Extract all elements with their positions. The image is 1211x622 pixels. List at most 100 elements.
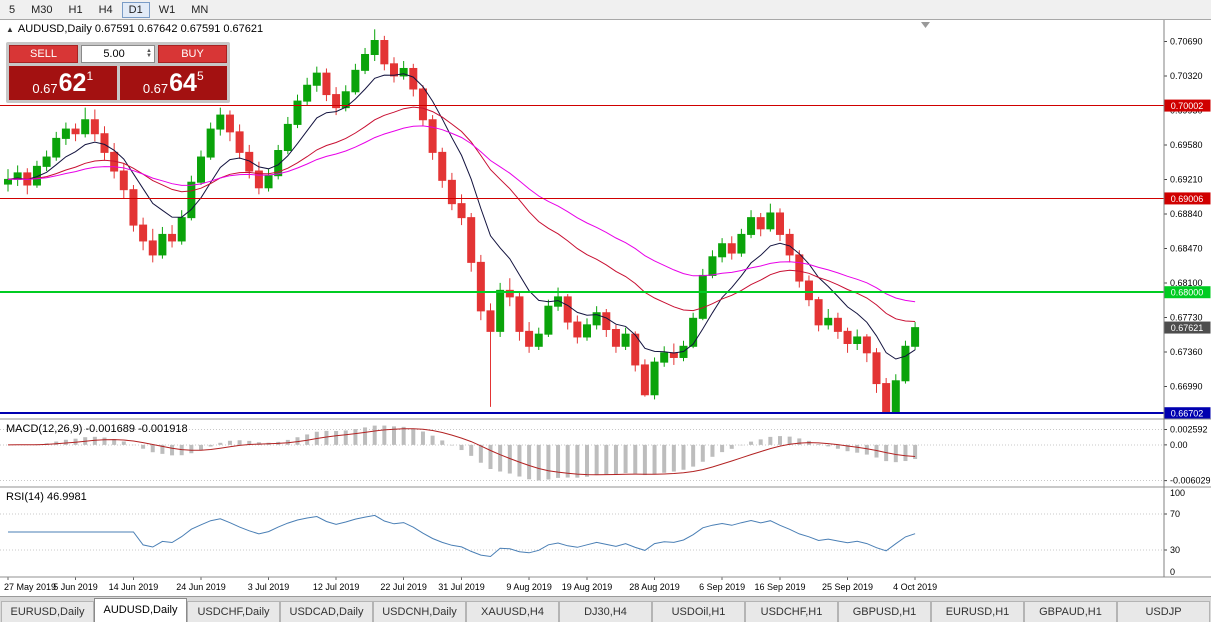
volume-spinner[interactable]: ▲ ▼	[146, 48, 154, 59]
svg-text:0: 0	[1170, 567, 1175, 577]
svg-text:0.67621: 0.67621	[1171, 323, 1204, 333]
candle-down	[71, 123, 80, 142]
svg-text:0.70690: 0.70690	[1170, 36, 1203, 46]
candle-up	[312, 66, 321, 92]
candle-down	[457, 194, 466, 226]
svg-text:19 Aug 2019: 19 Aug 2019	[562, 582, 613, 592]
chart-shift-marker[interactable]	[921, 22, 930, 28]
svg-text:-0.006029: -0.006029	[1170, 476, 1211, 486]
chart-tab-audusd-daily[interactable]: AUDUSD,Daily	[94, 598, 187, 622]
candle-down	[872, 348, 881, 393]
timeframe-button-h1[interactable]: H1	[62, 2, 90, 18]
candle-up	[81, 107, 90, 138]
chart-tab-usdchf-h1[interactable]: USDCHF,H1	[745, 601, 838, 622]
candle-down	[756, 212, 765, 237]
svg-text:0.69210: 0.69210	[1170, 174, 1203, 184]
candle-up	[911, 322, 920, 351]
svg-text:0.68000: 0.68000	[1171, 288, 1204, 298]
svg-text:9 Aug 2019: 9 Aug 2019	[506, 582, 552, 592]
chart-tab-dj30-h4[interactable]: DJ30,H4	[559, 601, 652, 622]
level-lines	[0, 105, 1164, 415]
timeframe-button-h4[interactable]: H4	[92, 2, 120, 18]
candle-up	[303, 77, 312, 106]
candle-down	[139, 217, 148, 251]
chart-tab-eurusd-daily[interactable]: EURUSD,Daily	[1, 601, 94, 622]
svg-text:12 Jul 2019: 12 Jul 2019	[313, 582, 360, 592]
candle-up	[42, 150, 51, 172]
spinner-up-icon[interactable]: ▲	[146, 48, 152, 54]
candle-down	[843, 327, 852, 353]
moving-average-lines	[7, 73, 916, 360]
buy-button[interactable]: BUY	[158, 45, 227, 63]
macd-signal-line	[7, 428, 916, 476]
sell-price-display[interactable]: 0.67 62 1	[9, 66, 117, 100]
candle-up	[708, 250, 717, 279]
timeframe-toolbar: 5 M30 H1 H4 D1 W1 MN	[0, 0, 1211, 20]
svg-text:0.67360: 0.67360	[1170, 347, 1203, 357]
candle-up	[544, 299, 553, 337]
timeframe-button-mn[interactable]: MN	[184, 2, 215, 18]
ma-line-24	[7, 106, 916, 322]
chart-tab-usdchf-daily[interactable]: USDCHF,Daily	[187, 601, 280, 622]
candle-up	[853, 329, 862, 351]
volume-value: 5.00	[103, 48, 125, 60]
chart-tab-gbpaud-h1[interactable]: GBPAUD,H1	[1024, 601, 1117, 622]
sell-button[interactable]: SELL	[9, 45, 78, 63]
current-price-badge: 0.67621	[1164, 321, 1211, 334]
candle-down	[148, 228, 157, 263]
chart-tab-usdcnh-daily[interactable]: USDCNH,Daily	[373, 601, 466, 622]
candle-down	[640, 359, 649, 397]
svg-text:3 Jul 2019: 3 Jul 2019	[248, 582, 290, 592]
candle-up	[293, 94, 302, 129]
candle-up	[61, 122, 70, 145]
volume-input[interactable]: 5.00 ▲ ▼	[81, 45, 155, 63]
chart-tab-usdoil-h1[interactable]: USDOil,H1	[652, 601, 745, 622]
candle-down	[428, 115, 437, 160]
candle-up	[747, 210, 756, 239]
candle-up	[718, 238, 727, 263]
candle-down	[476, 254, 485, 321]
candle-up	[901, 340, 910, 384]
candle-down	[833, 312, 842, 339]
ma-line-8	[7, 73, 916, 360]
buy-price-display[interactable]: 0.67 64 5	[119, 66, 227, 100]
rsi-label: RSI(14) 46.9981	[6, 491, 87, 503]
candle-up	[766, 203, 775, 232]
candle-down	[380, 35, 389, 71]
chart-tab-gbpusd-h1[interactable]: GBPUSD,H1	[838, 601, 931, 622]
candle-down	[776, 208, 784, 241]
buy-price-prefix: 0.67	[142, 81, 169, 96]
candle-up	[621, 327, 630, 351]
svg-text:0.70320: 0.70320	[1170, 71, 1203, 81]
candle-down	[168, 225, 177, 248]
timeframe-button-m30[interactable]: M30	[24, 2, 59, 18]
svg-text:0.67730: 0.67730	[1170, 312, 1203, 322]
candle-up	[197, 150, 205, 186]
chart-tab-eurusd-h1[interactable]: EURUSD,H1	[931, 601, 1024, 622]
chart-tab-usdcad-daily[interactable]: USDCAD,Daily	[280, 601, 373, 622]
chart-tab-xauusd-h4[interactable]: XAUUSD,H4	[466, 601, 559, 622]
candles-layer	[4, 29, 920, 414]
candle-up	[283, 116, 292, 155]
price-chart-canvas[interactable]: 0.706900.703200.699500.695800.692100.688…	[0, 20, 1211, 596]
timeframe-button-w1[interactable]: W1	[152, 2, 183, 18]
svg-text:0.00: 0.00	[1170, 440, 1188, 450]
candle-up	[264, 169, 273, 192]
ma-line-40	[7, 125, 916, 303]
symbol-arrow-icon: ▲	[6, 24, 14, 34]
spinner-down-icon[interactable]: ▼	[146, 53, 152, 59]
svg-text:30: 30	[1170, 545, 1180, 555]
candle-up	[32, 160, 41, 188]
timeframe-button-d1[interactable]: D1	[121, 1, 150, 18]
candle-down	[515, 292, 524, 341]
chart-symbol-label: ▲ AUDUSD,Daily 0.67591 0.67642 0.67591 0…	[6, 23, 263, 35]
svg-text:0.68840: 0.68840	[1170, 209, 1203, 219]
candle-up	[737, 228, 746, 257]
timeframe-button-5[interactable]: 5	[2, 2, 22, 18]
svg-text:0.68470: 0.68470	[1170, 243, 1203, 253]
chart-tab-usdjp[interactable]: USDJP	[1117, 601, 1210, 622]
buy-price-sup: 5	[196, 69, 204, 83]
rsi-line	[8, 514, 916, 558]
svg-text:0.69006: 0.69006	[1171, 194, 1204, 204]
